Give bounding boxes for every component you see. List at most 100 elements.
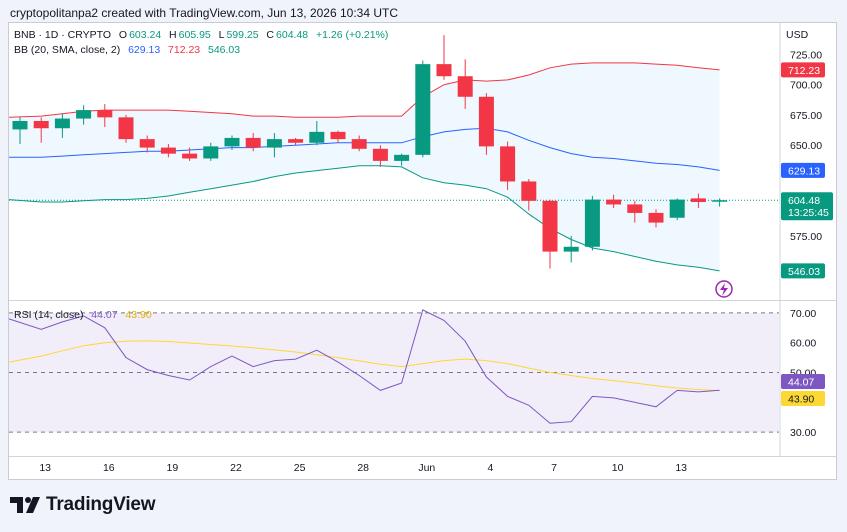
bb-label: BB (20, SMA, close, 2) <box>14 44 121 56</box>
candle-body <box>330 131 346 140</box>
candle-body <box>606 199 622 205</box>
brand-name: TradingView <box>46 494 156 515</box>
time-tick-label: 4 <box>487 462 493 474</box>
open-label: O <box>118 29 128 41</box>
candle <box>436 35 452 80</box>
rsi-ma-line <box>8 340 720 392</box>
price-tick-label: 675.00 <box>790 110 822 122</box>
rsi-value-tag-bg <box>781 373 825 389</box>
candle <box>76 105 92 125</box>
candle-body <box>118 117 134 140</box>
tradingview-logo-icon <box>10 497 40 513</box>
high-value: 605.95 <box>178 29 211 41</box>
time-tick-label: 22 <box>230 462 242 474</box>
candle-body <box>182 153 198 159</box>
candle <box>33 117 49 143</box>
candle-body <box>415 64 431 155</box>
low-label: L <box>218 29 225 41</box>
candle <box>690 193 706 209</box>
candle <box>712 198 728 207</box>
candle <box>563 235 579 263</box>
brand-logo[interactable]: TradingView <box>10 494 156 516</box>
rsi-value-tag: 44.07 <box>788 376 814 388</box>
bb-middle-price-tag-bg <box>781 162 825 178</box>
candle <box>351 135 367 152</box>
bb-middle-line <box>9 127 720 171</box>
candle <box>372 145 388 167</box>
candle-body <box>54 118 70 129</box>
candle-body <box>139 139 155 148</box>
rsi-ma-tag: 43.90 <box>788 393 814 405</box>
bb-mid-value: 629.13 <box>128 44 161 56</box>
rsi-tick-label: 30.00 <box>790 427 816 439</box>
currency-label[interactable]: USD <box>786 29 809 41</box>
candle <box>394 153 410 166</box>
attribution-text: cryptopolitanpa2 created with TradingVie… <box>10 6 399 20</box>
rsi-label: RSI (14, close) <box>14 309 84 321</box>
candle-body <box>224 137 240 147</box>
bb-lower-price-tag-bg <box>781 263 825 279</box>
low-value: 599.25 <box>226 29 259 41</box>
candle-body <box>500 146 516 182</box>
candle-body <box>690 198 706 203</box>
bar-countdown: 13:25:45 <box>788 207 829 219</box>
price-tick-label: 700.00 <box>790 80 822 92</box>
candle <box>97 104 113 128</box>
candle <box>288 137 304 146</box>
candle-body <box>478 96 494 147</box>
bb-band-fill <box>9 62 720 271</box>
time-tick-label: Jun <box>418 462 435 474</box>
candle <box>584 195 600 251</box>
candle-body <box>288 139 304 143</box>
candle-body <box>203 146 219 159</box>
candle <box>330 130 346 143</box>
time-tick-label: 25 <box>294 462 306 474</box>
candle-body <box>33 120 49 129</box>
candle-body <box>309 131 325 143</box>
bb-upper-price-tag-bg <box>781 62 825 78</box>
candle-body <box>245 137 261 148</box>
bb-lower-price-tag: 546.03 <box>788 266 820 278</box>
candle <box>160 143 176 158</box>
close-label: C <box>266 29 275 41</box>
candle-body <box>521 181 537 201</box>
time-tick-label: 13 <box>39 462 51 474</box>
time-tick-label: 10 <box>612 462 624 474</box>
bb-middle-price-tag: 629.13 <box>788 165 820 177</box>
candle-body <box>669 199 685 218</box>
candle-body <box>584 199 600 247</box>
candle <box>139 135 155 153</box>
flash-icon <box>715 280 733 298</box>
time-tick-label: 13 <box>675 462 687 474</box>
candle <box>500 141 516 190</box>
rsi-tick-label: 60.00 <box>790 338 816 350</box>
candle-body <box>266 139 282 148</box>
candle-body <box>372 148 388 161</box>
rsi-line <box>8 309 720 424</box>
symbol-legend: BNB · 1D · CRYPTO O 603.24 H 605.95 L 599.2… <box>14 29 390 41</box>
candle-body <box>12 120 28 130</box>
open-value: 603.24 <box>129 29 162 41</box>
price-tick-label: 575.00 <box>790 231 822 243</box>
candle-body <box>457 76 473 97</box>
candle <box>478 93 494 155</box>
bb-lower-value: 546.03 <box>208 44 241 56</box>
flash-icon-bolt <box>720 283 728 296</box>
rsi-ma-value: 43.90 <box>125 309 152 321</box>
candle-body <box>351 139 367 149</box>
bb-upper-value: 712.23 <box>168 44 201 56</box>
change-value: +1.26 (+0.21%) <box>315 29 389 41</box>
candle <box>606 194 622 209</box>
candle-body <box>97 110 113 118</box>
candle-body <box>627 204 643 213</box>
candle-body <box>436 64 452 77</box>
bb-upper-line <box>8 62 720 118</box>
rsi-tick-label: 70.00 <box>790 308 816 320</box>
last-price-tag: 604.48 <box>788 195 820 207</box>
chart-frame[interactable] <box>8 22 837 480</box>
bb-lower-line <box>8 165 720 272</box>
candle <box>521 179 537 211</box>
candle <box>224 135 240 151</box>
candle <box>118 114 134 143</box>
